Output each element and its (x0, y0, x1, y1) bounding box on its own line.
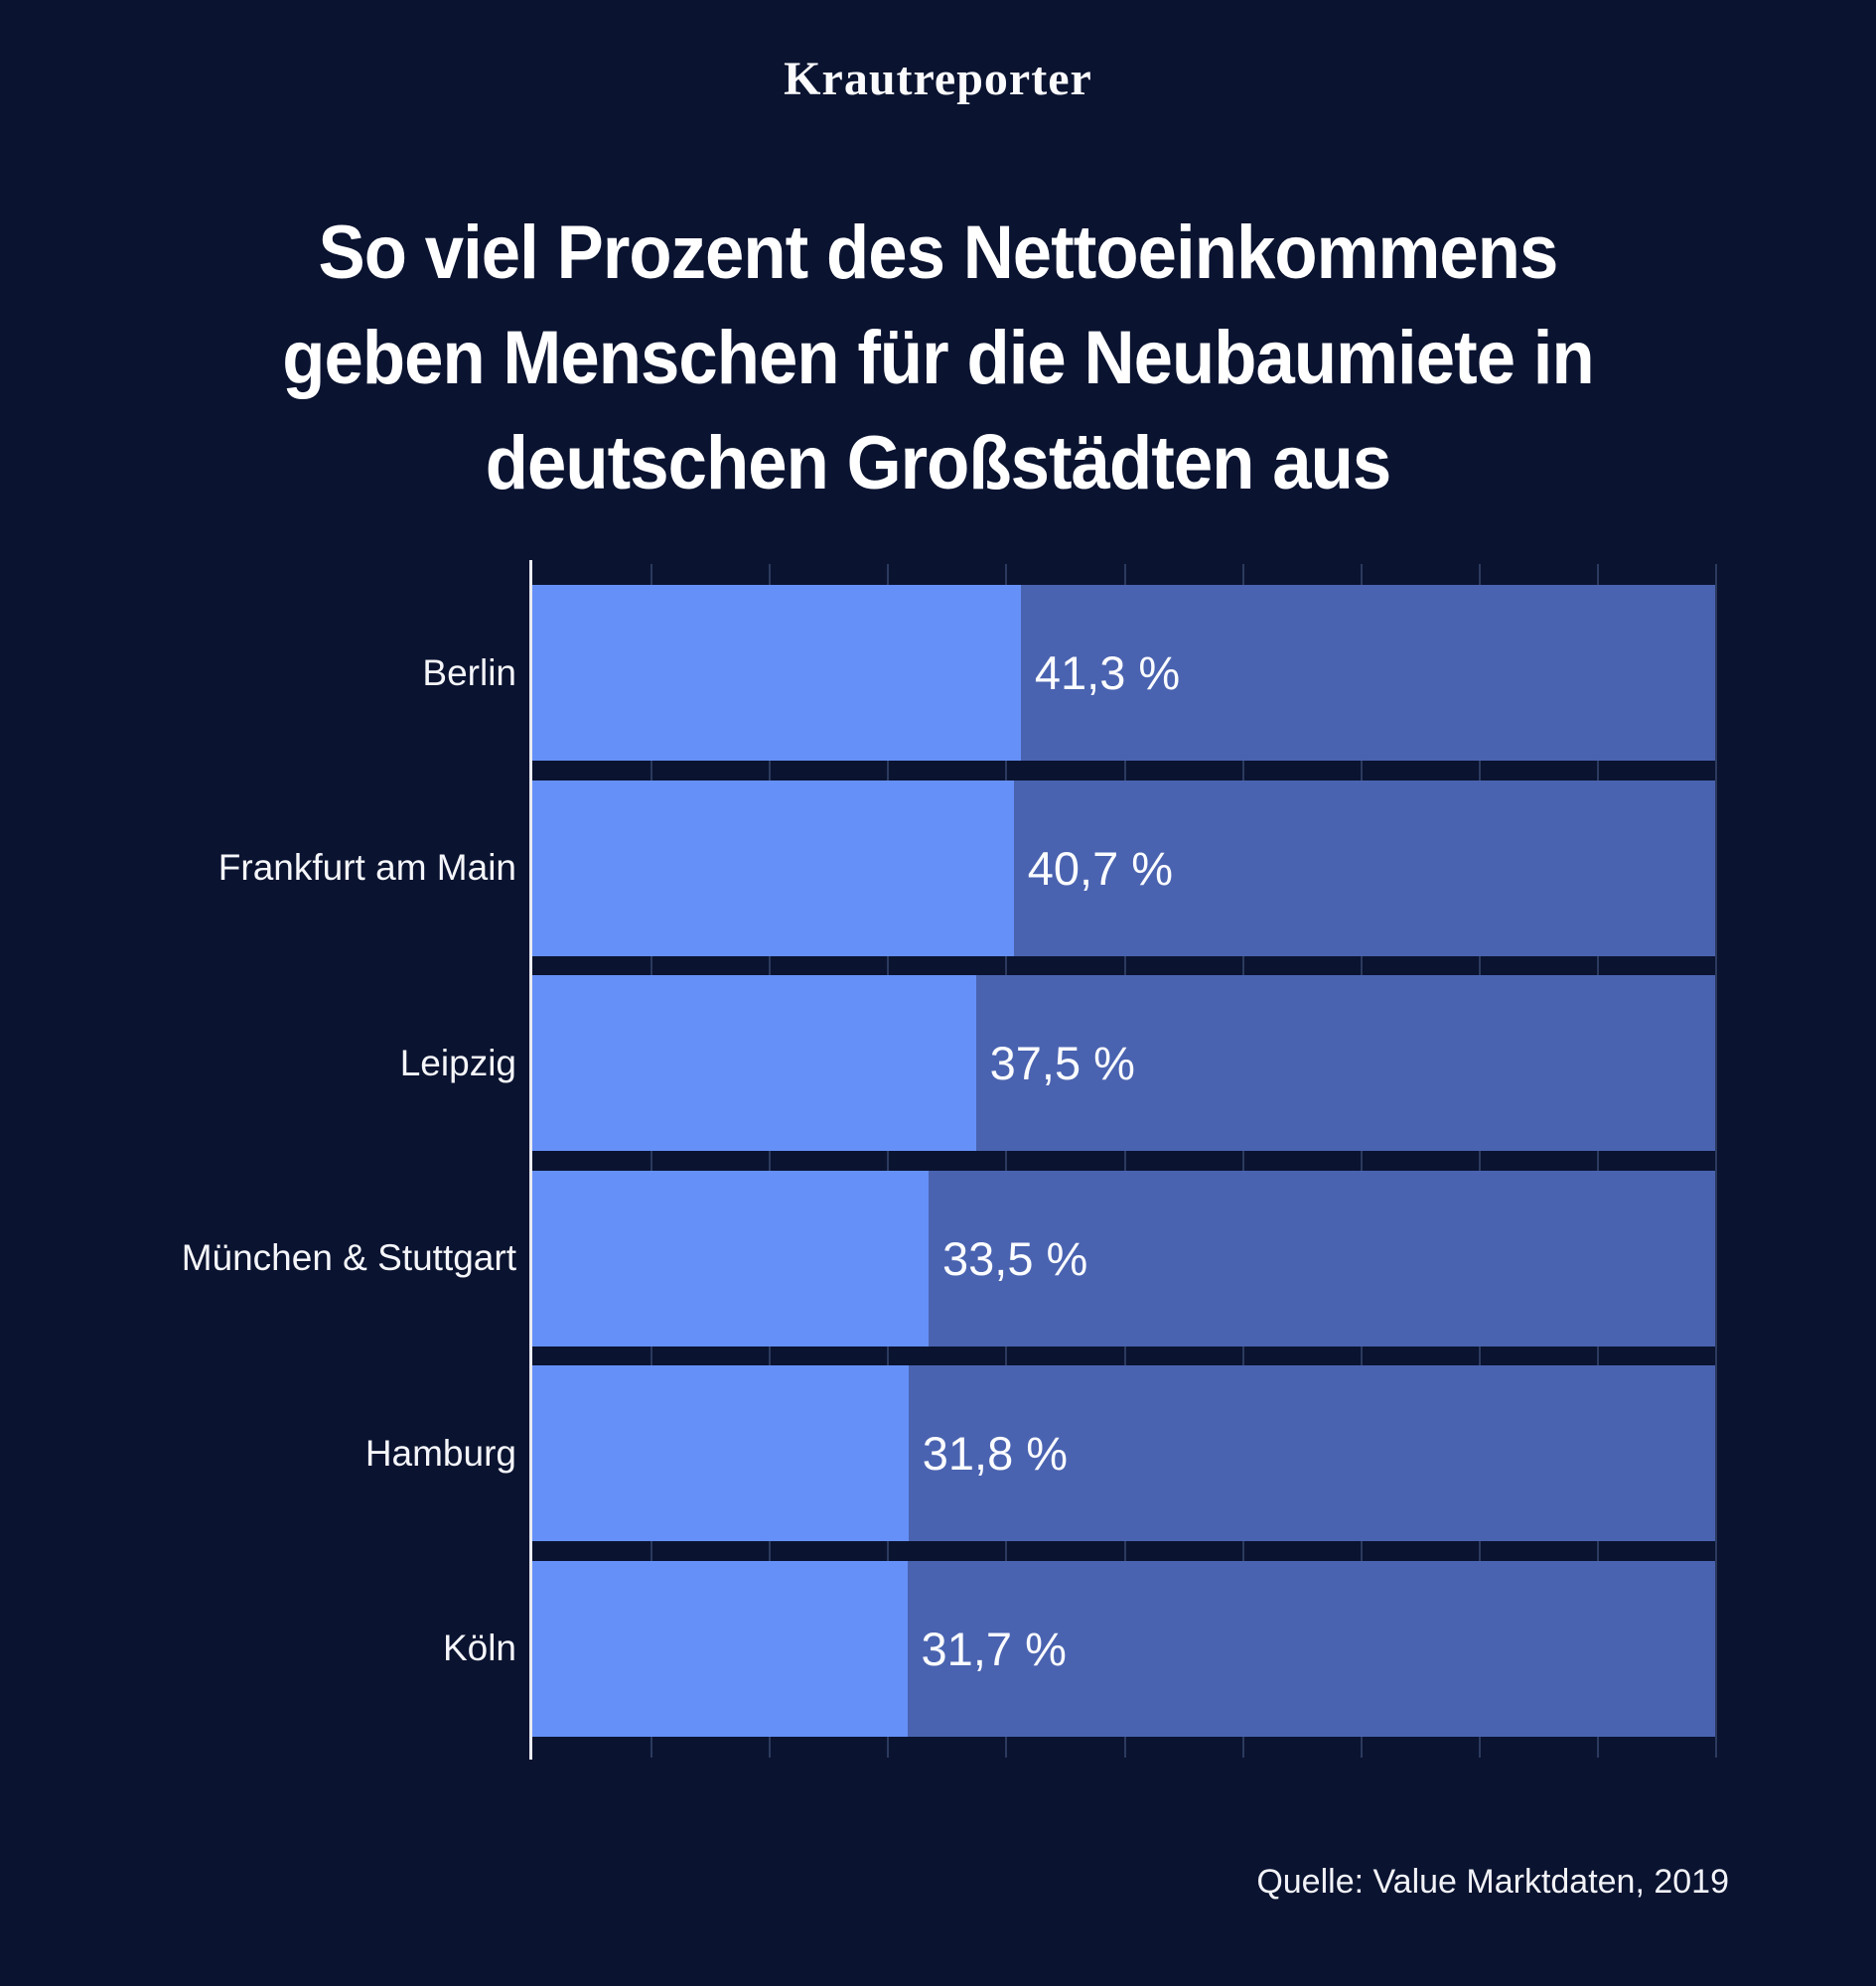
bar-row: Hamburg 31,8 % (365, 1365, 1715, 1541)
value-label: 33,5 % (941, 1231, 1088, 1285)
bar-track: 33,5 % (532, 1170, 1715, 1347)
gridline (1123, 564, 1126, 1758)
gridline (1715, 564, 1717, 1758)
brand-logo: Krautreporter (784, 53, 1092, 105)
chart-title: So viel Prozent des Nettoeinkommens gebe… (66, 201, 1810, 516)
category-label: Köln (442, 1628, 516, 1668)
gridline (1478, 564, 1481, 1758)
category-label: Berlin (422, 651, 516, 693)
bar-track: 31,7 % (532, 1560, 1715, 1737)
gridline (1596, 564, 1599, 1758)
bar-track: 31,8 % (532, 1365, 1715, 1541)
plot-area: Berlin 41,3 % Frankfurt am Main 40,7 % L… (182, 560, 1717, 1760)
bar-row: Leipzig 37,5 % (400, 975, 1715, 1151)
value-label: 31,8 % (922, 1427, 1069, 1480)
source-note: Quelle: Value Marktdaten, 2019 (1256, 1863, 1729, 1901)
bar-row: München & Stuttgart 33,5 % (182, 1170, 1715, 1347)
value-label: 31,7 % (921, 1622, 1067, 1675)
chart-title-line-2: geben Menschen für die Neubaumiete in (282, 316, 1594, 400)
value-bar (532, 780, 1014, 956)
value-label: 37,5 % (989, 1037, 1135, 1089)
bar-track: 41,3 % (532, 585, 1715, 761)
category-label: Leipzig (399, 1042, 516, 1083)
bar-row: Köln 31,7 % (443, 1560, 1715, 1737)
gridline (769, 564, 772, 1758)
gridline (1241, 564, 1244, 1758)
value-bar (532, 1170, 929, 1347)
bar-row: Berlin 41,3 % (422, 585, 1715, 761)
chart-title-line-1: So viel Prozent des Nettoeinkommens (318, 211, 1559, 295)
category-label: München & Stuttgart (181, 1237, 516, 1278)
value-label: 40,7 % (1027, 841, 1174, 895)
gridline (1005, 564, 1008, 1758)
gridline (887, 564, 890, 1758)
bar-track: 40,7 % (532, 780, 1715, 956)
value-label: 41,3 % (1034, 646, 1181, 699)
bar-row: Frankfurt am Main 40,7 % (218, 780, 1715, 956)
chart-title-line-3: deutschen Großstädten aus (485, 421, 1391, 505)
value-bar (532, 975, 976, 1151)
category-label: Frankfurt am Main (217, 847, 516, 888)
category-label: Hamburg (364, 1432, 516, 1474)
bar-track: 37,5 % (532, 975, 1715, 1151)
bar-rows: Berlin 41,3 % Frankfurt am Main 40,7 % L… (182, 585, 1715, 1737)
value-bar (532, 1560, 908, 1737)
gridline (650, 564, 653, 1758)
y-axis-line (529, 560, 532, 1760)
gridline (1360, 564, 1363, 1758)
value-bar (532, 1365, 909, 1541)
value-bar (532, 585, 1021, 761)
